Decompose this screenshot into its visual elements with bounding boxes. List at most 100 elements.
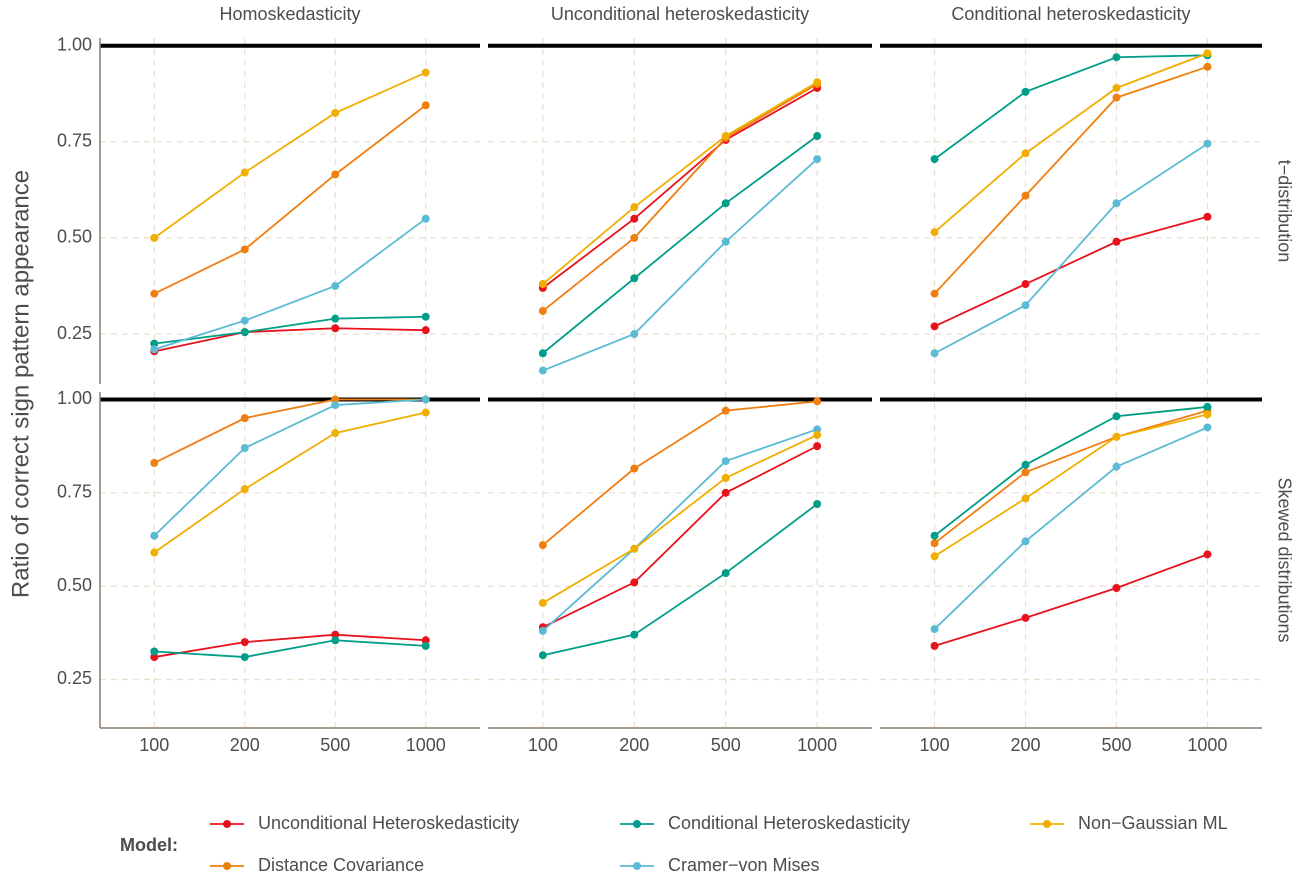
x-tick-label: 500 [711,735,741,755]
x-tick-label: 1000 [797,735,837,755]
line [933,65,1208,295]
line [542,400,818,546]
point [240,485,249,494]
point [721,406,730,415]
line [542,83,818,312]
point [538,349,547,358]
point [331,401,340,410]
point [630,233,639,242]
point [630,464,639,473]
point [1203,550,1212,559]
point [1021,149,1030,158]
point [930,349,939,358]
line [542,434,818,604]
y-axis-label: Ratio of correct sign pattern appearance [7,170,34,598]
point [421,312,430,321]
line [934,54,1208,160]
point [331,630,340,639]
point [240,245,249,254]
point [538,598,547,607]
line [154,315,426,345]
line [542,445,818,629]
line [934,409,1208,544]
point [1112,237,1121,246]
line [153,71,427,239]
point [240,414,249,423]
point [1203,212,1212,221]
point [331,170,340,179]
point [240,316,249,325]
point [421,395,430,404]
point [1021,537,1030,546]
point [1021,494,1030,503]
point [1203,49,1212,58]
line [934,142,1208,355]
x-tick-label: 1000 [1187,735,1227,755]
point [813,397,822,406]
legend-key-point [633,820,641,828]
point [630,544,639,553]
point [331,324,340,333]
x-tick-label: 500 [320,735,350,755]
point [150,339,159,348]
point [421,641,430,650]
point [930,531,939,540]
point [150,289,159,298]
line [542,428,818,632]
point [1203,402,1212,411]
legend-key-point [633,862,641,870]
point [721,237,730,246]
legend-key-point [223,820,231,828]
column-strip-label: Homoskedasticity [219,4,360,24]
point [1203,423,1212,432]
x-tick-label: 200 [230,735,260,755]
point [421,636,430,645]
point [930,322,939,331]
line [934,215,1208,328]
point [1021,301,1030,310]
point [538,541,547,550]
point [421,326,430,335]
point [331,429,340,438]
point [1021,87,1030,96]
point [813,430,822,439]
point [240,328,249,337]
point [813,500,822,508]
row-strip-label: Skewed distributions [1274,477,1294,642]
point [1112,432,1121,441]
x-tick-label: 200 [619,735,649,755]
point [1112,93,1121,102]
point [331,636,340,645]
point [1112,412,1121,421]
point [721,199,730,208]
line [934,406,1208,537]
point [813,132,822,141]
point [930,228,939,237]
point [930,539,939,548]
line [154,327,426,353]
point [721,473,730,482]
point [421,101,430,110]
legend-key-point [223,862,231,870]
point [1203,139,1212,148]
point [630,630,639,639]
point [721,457,730,466]
line [542,87,818,289]
point [1021,191,1030,200]
column-strip-label: Conditional heteroskedasticity [951,4,1190,24]
line [933,52,1208,233]
point [240,638,249,647]
point [721,132,730,141]
point [1203,62,1212,71]
point [630,274,639,283]
y-tick-label: 0.25 [57,323,92,343]
point [240,653,249,662]
point [813,155,822,164]
point [813,425,822,434]
row-strip-label: t−distribution [1274,160,1294,263]
point [1112,584,1121,592]
point [240,168,249,177]
point [331,395,340,404]
point [331,314,340,323]
